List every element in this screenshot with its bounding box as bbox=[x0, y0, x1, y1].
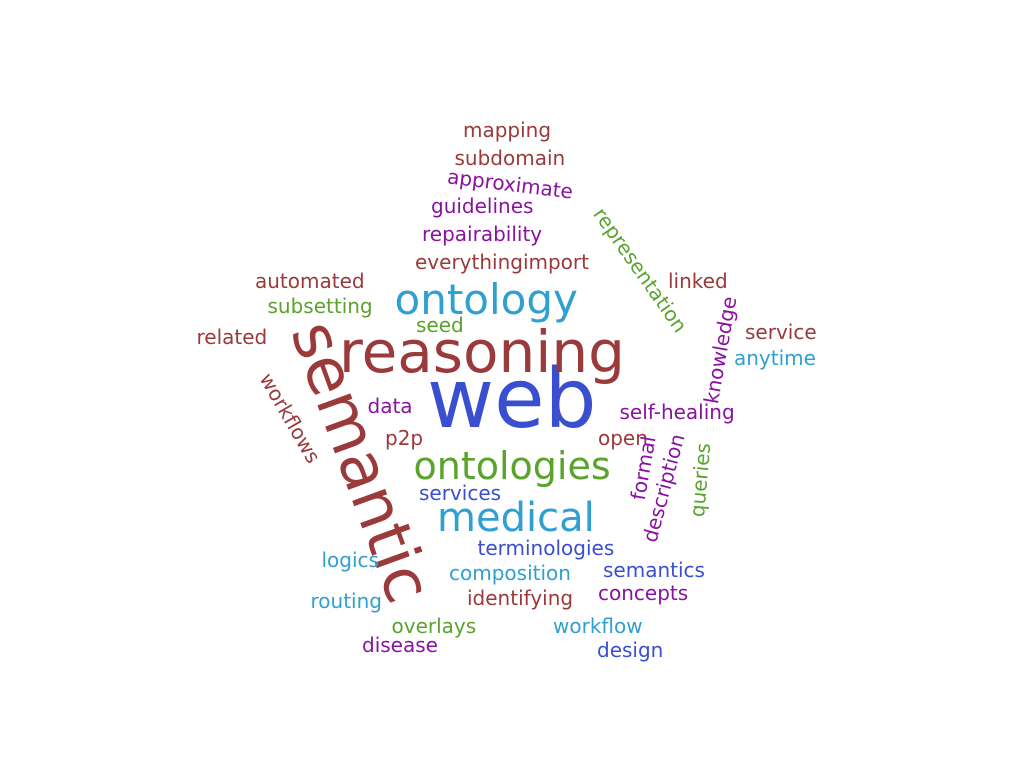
word-open: open bbox=[598, 426, 648, 450]
word-ontologies: ontologies bbox=[413, 444, 611, 488]
word-related: related bbox=[196, 325, 268, 349]
word-mapping: mapping bbox=[463, 118, 552, 142]
word-anytime: anytime bbox=[734, 346, 816, 370]
word-queries: queries bbox=[684, 442, 716, 518]
word-service: service bbox=[745, 320, 817, 344]
word-automated: automated bbox=[255, 269, 365, 293]
word-linked: linked bbox=[668, 269, 728, 293]
word-ontology: ontology bbox=[394, 275, 578, 324]
word-workflow: workflow bbox=[553, 614, 643, 638]
word-semantics: semantics bbox=[603, 558, 705, 582]
word-services: services bbox=[419, 481, 502, 505]
word-repairability: repairability bbox=[422, 222, 543, 246]
word-everythingimport: everythingimport bbox=[415, 250, 589, 274]
word-disease: disease bbox=[362, 633, 438, 657]
word-overlays: overlays bbox=[391, 614, 477, 638]
word-composition: composition bbox=[449, 561, 571, 585]
word-medical: medical bbox=[437, 495, 595, 541]
word-routing: routing bbox=[310, 589, 382, 613]
word-data: data bbox=[367, 394, 413, 418]
word-concepts: concepts bbox=[598, 581, 689, 605]
word-self-healing: self-healing bbox=[619, 400, 735, 424]
word-logics: logics bbox=[321, 548, 379, 572]
word-seed: seed bbox=[416, 313, 464, 337]
word-subdomain: subdomain bbox=[454, 146, 566, 170]
word-guidelines: guidelines bbox=[431, 194, 534, 218]
word-reasoning: reasoning bbox=[339, 318, 625, 386]
word-design: design bbox=[597, 638, 664, 662]
word-identifying: identifying bbox=[467, 586, 574, 610]
word-p2p: p2p bbox=[385, 426, 424, 450]
word-terminologies: terminologies bbox=[477, 536, 615, 560]
word-subsetting: subsetting bbox=[267, 294, 373, 318]
word-web: web bbox=[427, 352, 597, 447]
